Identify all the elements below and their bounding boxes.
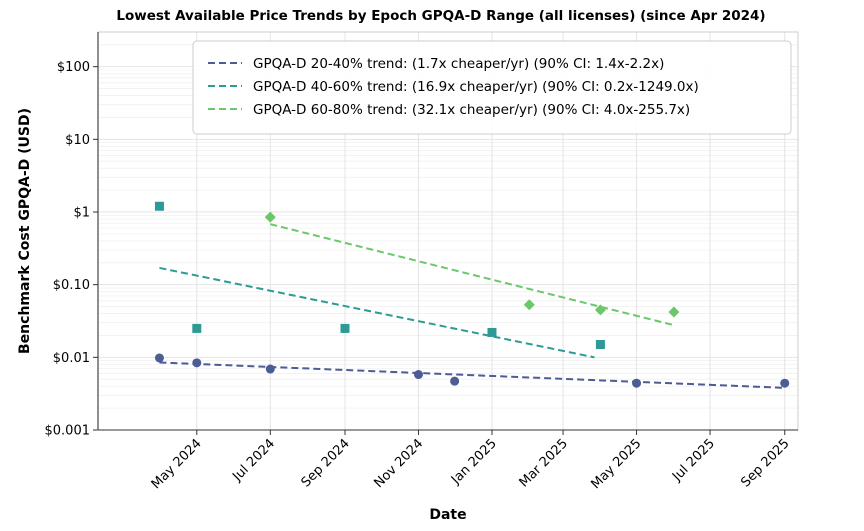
trend-line-2 <box>159 266 595 359</box>
data-point-series-2 <box>487 327 497 337</box>
x-tick-label: Nov 2024 <box>371 436 426 491</box>
y-tick-label: $0.01 <box>53 351 90 366</box>
data-point-series-1 <box>265 364 275 374</box>
data-point-series-1 <box>780 378 790 388</box>
y-tick-label: $100 <box>57 60 90 75</box>
x-tick-label: Jul 2024 <box>229 436 278 485</box>
plot-area: $0.001 $0.01 $0.10 $1 $10 $100 May 2024 Jul 202… <box>45 31 799 492</box>
x-tick-label: Sep 2025 <box>738 436 792 490</box>
x-tick-label: Sep 2024 <box>299 436 353 490</box>
legend-label: GPQA-D 60-80% trend: (32.1x cheaper/yr) … <box>253 102 690 118</box>
legend: GPQA-D 20-40% trend: (1.7x cheaper/yr) (… <box>192 40 792 135</box>
y-axis-label: Benchmark Cost GPQA-D (USD) <box>17 108 33 354</box>
data-point-series-1 <box>632 378 642 388</box>
legend-box <box>192 40 792 135</box>
data-point-series-2 <box>340 323 350 333</box>
data-point-series-3 <box>668 306 680 318</box>
data-point-series-2 <box>192 323 202 333</box>
legend-label: GPQA-D 20-40% trend: (1.7x cheaper/yr) (… <box>253 56 664 72</box>
x-tick-label: Jan 2025 <box>448 436 500 488</box>
y-tick-label: $1 <box>73 206 90 221</box>
data-point-series-1 <box>413 370 423 380</box>
trend-line-3 <box>270 223 673 326</box>
data-point-series-3 <box>594 304 606 316</box>
data-point-series-1 <box>450 376 460 386</box>
x-axis-label: Date <box>429 507 466 523</box>
y-tick-label: $0.001 <box>45 424 91 439</box>
data-point-series-3 <box>264 211 276 223</box>
data-point-series-3 <box>523 299 535 311</box>
x-tick-label: May 2025 <box>588 436 644 492</box>
x-tick-label: Mar 2025 <box>517 436 571 490</box>
data-point-series-1 <box>154 353 164 363</box>
legend-label: GPQA-D 40-60% trend: (16.9x cheaper/yr) … <box>253 79 699 95</box>
data-point-series-2 <box>595 340 605 350</box>
x-tick-label: May 2024 <box>149 436 205 492</box>
y-tick-label: $10 <box>65 133 90 148</box>
data-point-series-2 <box>154 201 164 211</box>
chart-title: Lowest Available Price Trends by Epoch G… <box>116 8 765 24</box>
y-tick-label: $0.10 <box>53 278 90 293</box>
x-tick-label: Jul 2025 <box>669 436 718 485</box>
trend-line-1 <box>159 361 785 389</box>
data-point-series-1 <box>192 358 202 368</box>
